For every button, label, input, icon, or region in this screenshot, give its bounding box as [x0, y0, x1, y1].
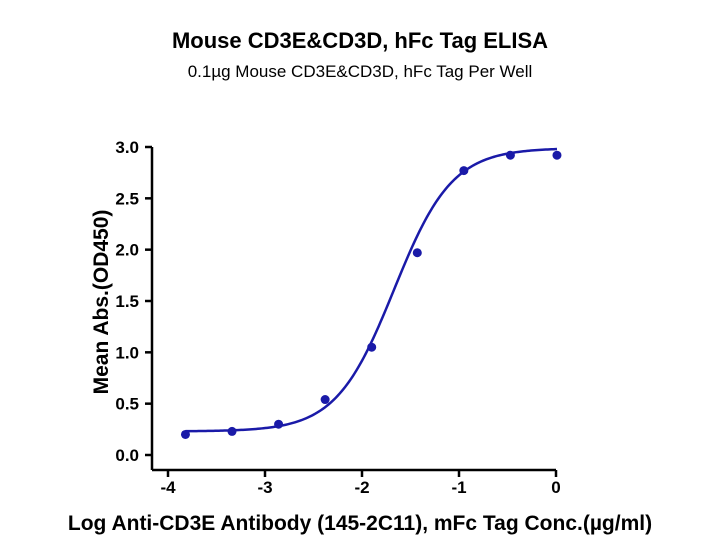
- y-tick-label: 0.5: [115, 395, 139, 414]
- y-axis-label: Mean Abs.(OD450): [90, 210, 113, 395]
- data-point: [227, 426, 237, 436]
- data-point: [274, 419, 284, 429]
- chart-title: Mouse CD3E&CD3D, hFc Tag ELISA: [172, 28, 548, 53]
- x-tick-label: 0: [551, 478, 560, 497]
- data-point: [412, 248, 422, 258]
- x-tick-label: -2: [354, 478, 369, 497]
- fit-curve: [185, 147, 558, 433]
- x-axis-ticks: -4 -3 -2 -1 0: [160, 470, 561, 497]
- y-tick-label: 0.0: [115, 446, 139, 465]
- y-tick-label: 3.0: [115, 138, 139, 157]
- data-point: [320, 395, 330, 405]
- y-axis-ticks: 0.0 0.5 1.0 1.5 2.0 2.5 3.0: [115, 138, 152, 465]
- x-tick-label: -1: [451, 478, 466, 497]
- y-tick-label: 1.0: [115, 343, 139, 362]
- x-axis-label: Log Anti-CD3E Antibody (145-2C11), mFc T…: [68, 512, 652, 535]
- y-tick-label: 1.5: [115, 292, 139, 311]
- data-point: [367, 342, 377, 352]
- x-tick-label: -4: [160, 478, 176, 497]
- data-point: [505, 150, 515, 160]
- data-points: [180, 150, 562, 439]
- y-tick-label: 2.0: [115, 241, 139, 260]
- x-tick-label: -3: [257, 478, 272, 497]
- data-point: [180, 429, 190, 439]
- data-point: [552, 150, 562, 160]
- data-point: [459, 166, 469, 176]
- chart-subtitle: 0.1µg Mouse CD3E&CD3D, hFc Tag Per Well: [188, 62, 533, 81]
- y-tick-label: 2.5: [115, 189, 139, 208]
